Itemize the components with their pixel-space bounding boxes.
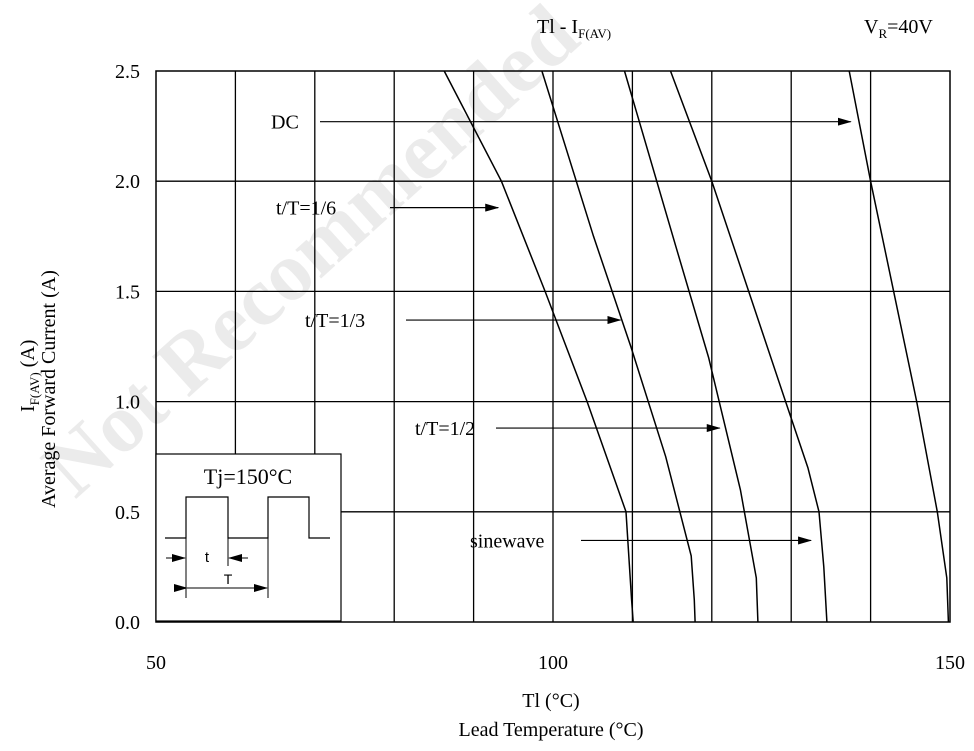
watermark-text: Not Recommended <box>25 0 595 514</box>
x-tick-label: 150 <box>935 652 965 674</box>
y-axis-label: IF(AV) (A) <box>17 340 42 412</box>
title-main: Tl - I <box>537 16 578 38</box>
y-axis-ticks: 0.0 0.5 1.0 1.5 2.0 2.5 <box>115 61 140 634</box>
series-label-dc: DC <box>271 112 299 134</box>
inset-T-label: T <box>224 571 233 587</box>
series-label-t-t-1-6: t/T=1/6 <box>276 198 336 220</box>
y-tick-label: 0.5 <box>115 502 140 524</box>
series-line-sinewave <box>848 70 950 623</box>
waveform-inset: Tj=150°C t T <box>155 453 342 622</box>
pulse-waveform <box>165 496 330 539</box>
condition-main: V <box>864 16 879 38</box>
inset-t-label: t <box>205 549 210 566</box>
condition-label: VR=40V <box>864 16 933 41</box>
x-tick-label: 100 <box>538 652 568 674</box>
y-tick-label: 0.0 <box>115 612 140 634</box>
series-line-dc <box>669 70 828 623</box>
chart-title: Tl - IF(AV) <box>537 16 611 41</box>
x-axis-label: Tl (°C) <box>522 690 579 712</box>
plot-frame <box>155 70 951 623</box>
series-label-t-t-1-3: t/T=1/3 <box>305 310 365 332</box>
condition-value: =40V <box>887 16 933 38</box>
y-axis-label-subscript: F(AV) <box>27 372 42 405</box>
series-line-t-t-1-2 <box>623 70 759 623</box>
chart-grid <box>156 71 950 622</box>
x-axis-label-secondary: Lead Temperature (°C) <box>458 719 643 741</box>
title-subscript: F(AV) <box>578 26 611 41</box>
series-line-t-t-1-6 <box>443 70 634 623</box>
series-layer: t/T=1/6 t/T=1/3 t/T=1/2 DC sinewave <box>271 70 950 623</box>
y-tick-label: 1.5 <box>115 281 140 303</box>
condition-subscript: R <box>878 26 887 41</box>
x-axis-ticks: 50 100 150 <box>146 652 965 674</box>
y-axis-label-main: I <box>17 405 39 412</box>
y-tick-label: 2.0 <box>115 171 140 193</box>
inset-title: Tj=150°C <box>204 464 292 489</box>
y-axis-label-unit: (A) <box>17 340 39 373</box>
series-line-t-t-1-3 <box>541 70 696 623</box>
y-tick-label: 2.5 <box>115 61 140 83</box>
x-tick-label: 50 <box>146 652 166 674</box>
y-tick-label: 1.0 <box>115 392 140 414</box>
series-label-t-t-1-2: t/T=1/2 <box>415 418 475 440</box>
series-label-sinewave: sinewave <box>470 530 545 552</box>
y-axis-label-secondary: Average Forward Current (A) <box>38 270 60 508</box>
